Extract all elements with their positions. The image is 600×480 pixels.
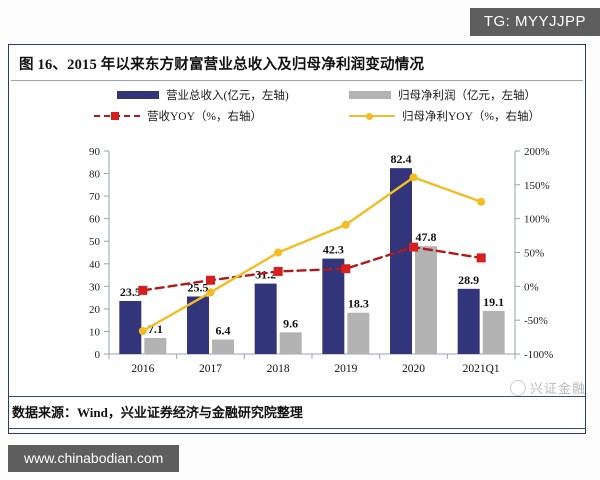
legend-label-revenue: 营业总收入(亿元，左轴) [166, 90, 289, 102]
bar-value-label: 18.3 [348, 297, 369, 311]
chart-line-marker [206, 275, 215, 285]
chart-bar [415, 246, 437, 354]
chart-line-marker [206, 288, 215, 297]
y-axis-tick-label: 80 [89, 169, 101, 181]
chart-bar [212, 339, 234, 354]
chart-svg: 0 10 20 30 40 50 60 70 80 90 -100% -50% 0% 50% 100% 150… [89, 146, 553, 375]
chart-bar [144, 337, 167, 354]
bar-value-label: 47.8 [416, 230, 437, 244]
source-text: 数据来源：Wind，兴业证券经济与金融研究院整理 [12, 405, 303, 420]
chart-bar [119, 300, 142, 354]
bar-value-label: 28.9 [458, 273, 479, 287]
x-axis-category-label: 2016 [131, 363, 154, 375]
bar-value-label: 19.1 [483, 295, 504, 309]
chart-line [141, 245, 483, 292]
brand-circle-icon [509, 379, 526, 396]
brand-logo: 兴证金融 [509, 378, 586, 397]
y-axis-tick-label: 50 [89, 236, 101, 248]
chart-line-marker [476, 253, 486, 263]
chart-bar [390, 168, 412, 354]
figure-title: 图 16、2015 年以来东方财富营业总收入及归母净利润变动情况 [19, 57, 425, 73]
y-axis-tick-label: 70 [89, 191, 101, 203]
legend-item-profit: 归母净利润（亿元，左轴） [349, 87, 536, 103]
bar-value-label: 6.4 [216, 324, 231, 338]
legend-item-profit-yoy: 归母净利YOY（%，右轴） [349, 108, 540, 124]
chart-line-marker [138, 326, 147, 335]
y-axis-tick-label: 20 [89, 304, 101, 316]
y2-axis-tick-label: -100% [524, 349, 553, 361]
legend-label-profit-yoy: 归母净利YOY（%，右轴） [402, 111, 540, 123]
x-axis-category-label: 2018 [267, 363, 290, 375]
legend-item-revenue-yoy: 营收YOY（%，右轴） [94, 108, 262, 124]
chart-line-marker [409, 242, 418, 252]
y2-axis-tick-label: -50% [524, 315, 548, 327]
figure-card: 图 16、2015 年以来东方财富营业总收入及归母净利润变动情况 营业总收入(亿… [8, 44, 586, 434]
chart-bar [347, 312, 370, 354]
legend-label-revenue-yoy: 营收YOY（%，右轴） [147, 111, 262, 123]
y2-axis-tick-label: 0% [524, 281, 539, 293]
y-axis-tick-label: 30 [89, 281, 101, 293]
legend-swatch-profit-yoy-line [349, 111, 395, 121]
y2-axis-tick-label: 150% [524, 180, 550, 192]
bar-value-label: 25.5 [188, 280, 209, 294]
chart-line-marker [138, 285, 148, 295]
chart-bar [457, 288, 480, 354]
y-axis-tick-label: 0 [95, 349, 101, 361]
chart-line-marker [341, 264, 351, 274]
x-axis-category-label: 2017 [199, 363, 222, 375]
chart-line-marker [341, 220, 350, 229]
source-divider-bottom [8, 428, 586, 429]
source-divider-top [8, 396, 586, 397]
y2-axis-tick-label: 50% [524, 248, 544, 260]
bar-value-label: 9.6 [283, 316, 298, 330]
bar-value-label: 42.3 [323, 243, 344, 257]
chart-legend: 营业总收入(亿元，左轴) 归母净利润（亿元，左轴） 营收YOY（%，右轴） 归母… [9, 85, 585, 131]
title-divider [11, 80, 583, 81]
chart-plot-area: 0 10 20 30 40 50 60 70 80 90 -100% -50% 0% 50% 100% 150… [9, 141, 585, 391]
y-axis-tick-label: 40 [89, 259, 101, 271]
y-axis-tick-label: 90 [89, 146, 101, 158]
x-axis-category-label: 2019 [334, 363, 357, 375]
x-axis-category-label: 2020 [402, 363, 425, 375]
bar-value-label: 31.2 [255, 268, 276, 282]
y2-axis-tick-label: 100% [524, 214, 550, 226]
bar-value-label: 82.4 [391, 152, 412, 166]
legend-item-revenue: 营业总收入(亿元，左轴) [117, 87, 289, 103]
tg-tag-banner: TG: MYYJJPP [469, 8, 600, 36]
site-watermark: www.chinabodian.com [8, 445, 180, 472]
y2-axis-tick-label: 200% [524, 146, 550, 158]
chart-line-marker [274, 248, 283, 257]
chart-bar [322, 258, 345, 354]
legend-label-profit: 归母净利润（亿元，左轴） [398, 90, 536, 102]
bar-value-label: 23.5 [120, 285, 141, 299]
y-axis-tick-label: 60 [89, 214, 101, 226]
legend-swatch-revenue-bar [117, 91, 159, 99]
chart-line-marker [477, 197, 486, 206]
chart-line-marker [273, 266, 283, 276]
chart-bar [482, 310, 505, 354]
chart-bar [279, 332, 302, 354]
brand-label: 兴证金融 [529, 381, 586, 396]
legend-swatch-profit-bar [349, 91, 391, 99]
chart-line [141, 176, 483, 333]
chart-bar [254, 283, 277, 354]
x-axis-category-label: 2021Q1 [463, 363, 500, 375]
y-axis-tick-label: 10 [89, 326, 101, 338]
legend-swatch-revenue-yoy-line [94, 111, 140, 121]
chart-bar [187, 296, 209, 354]
chart-line-marker [409, 173, 418, 182]
